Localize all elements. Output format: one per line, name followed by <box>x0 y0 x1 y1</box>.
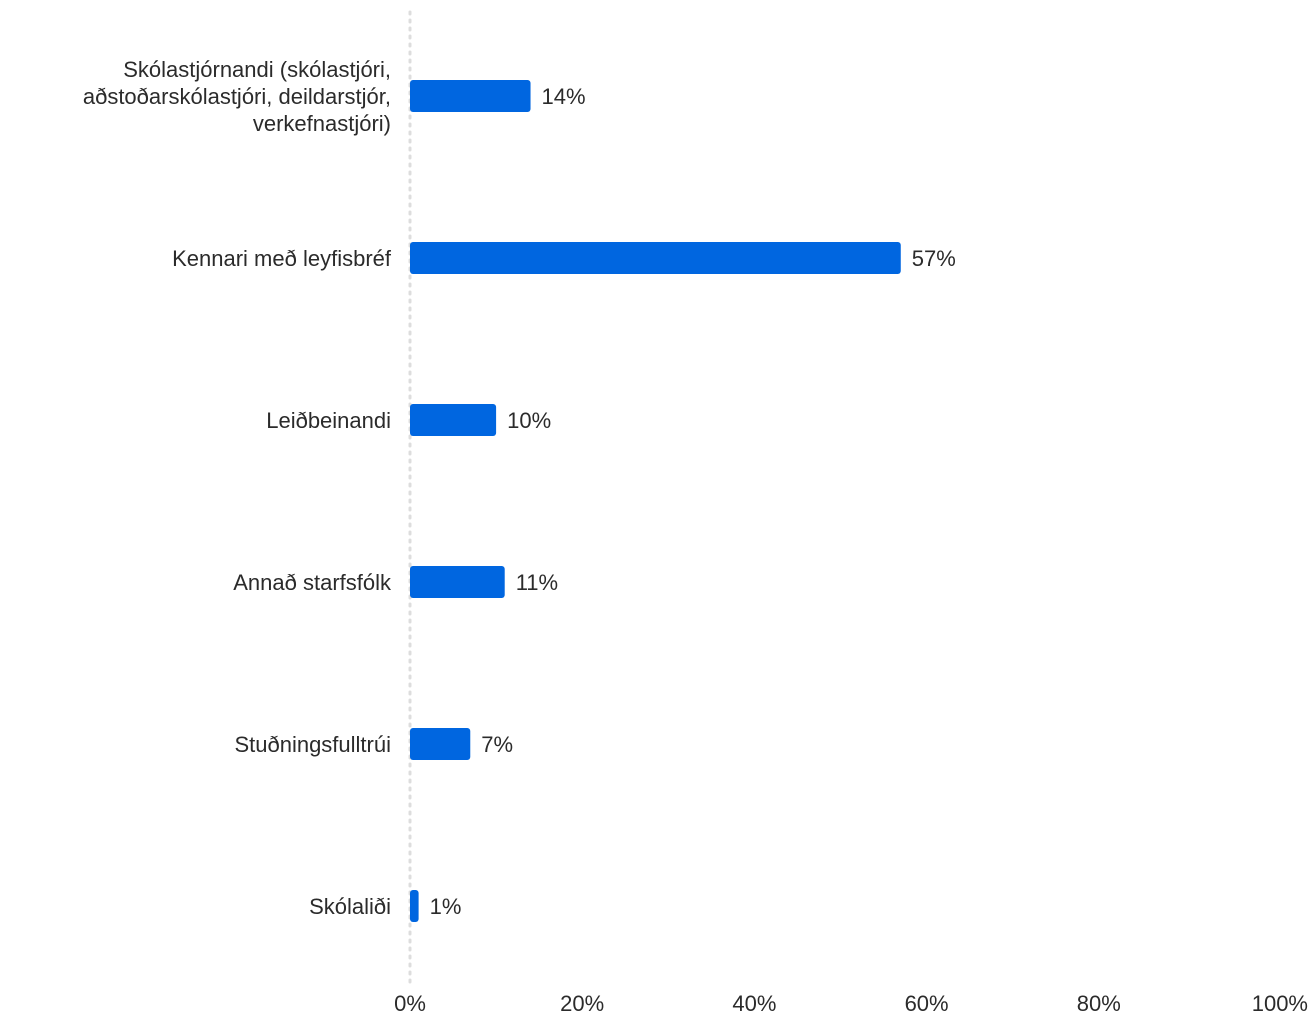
x-tick-label: 80% <box>1077 991 1121 1016</box>
value-labels-group: 14% 57% 10% 11% 7% 1% <box>430 84 956 919</box>
category-label: Skólaliði <box>309 894 391 919</box>
category-label: Kennari með leyfisbréf <box>172 246 392 271</box>
bar <box>410 566 505 598</box>
category-label: aðstoðarskólastjóri, deildarstjór, <box>83 84 391 109</box>
category-label: Leiðbeinandi <box>266 408 391 433</box>
bars-group <box>410 80 901 922</box>
bar <box>410 728 471 760</box>
category-label: Stuðningsfulltrúi <box>234 732 391 757</box>
category-label: Skólastjórnandi (skólastjóri, <box>123 57 391 82</box>
x-axis-ticks-group: 0% 20% 40% 60% 80% 100% <box>394 991 1308 1016</box>
data-label: 7% <box>481 732 513 757</box>
x-tick-label: 20% <box>560 991 604 1016</box>
bar <box>410 242 901 274</box>
category-labels-group: Skólastjórnandi (skólastjóri,aðstoðarskó… <box>83 57 392 919</box>
data-label: 14% <box>542 84 586 109</box>
data-label: 57% <box>912 246 956 271</box>
x-tick-label: 100% <box>1252 991 1308 1016</box>
bar <box>410 890 419 922</box>
category-label: verkefnastjóri) <box>253 111 391 136</box>
x-tick-label: 60% <box>905 991 949 1016</box>
data-label: 10% <box>507 408 551 433</box>
bar <box>410 80 531 112</box>
data-label: 11% <box>516 570 558 595</box>
bar <box>410 404 497 436</box>
category-label: Annað starfsfólk <box>233 570 392 595</box>
data-label: 1% <box>430 894 462 919</box>
x-tick-label: 40% <box>732 991 776 1016</box>
x-tick-label: 0% <box>394 991 426 1016</box>
